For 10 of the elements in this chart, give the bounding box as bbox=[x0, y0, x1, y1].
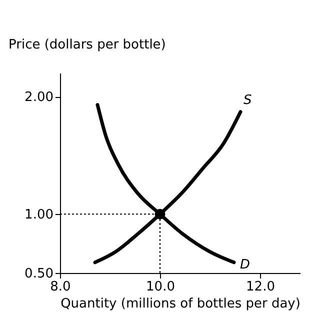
y-tick-label: 2.00 bbox=[24, 90, 54, 106]
x-tick-label: 12.0 bbox=[246, 280, 275, 294]
y-tick-label: 1.00 bbox=[24, 208, 54, 223]
x-axis-title: Quantity (millions of bottles per day) bbox=[60, 296, 300, 312]
x-tick-label: 8.0 bbox=[50, 280, 71, 294]
series-label: D bbox=[240, 257, 250, 272]
series-label: S bbox=[244, 92, 252, 108]
y-axis-title: Price (dollars per bottle) bbox=[8, 38, 166, 52]
y-tick-label: 0.50 bbox=[24, 266, 54, 282]
x-tick-label: 10.0 bbox=[146, 280, 175, 294]
